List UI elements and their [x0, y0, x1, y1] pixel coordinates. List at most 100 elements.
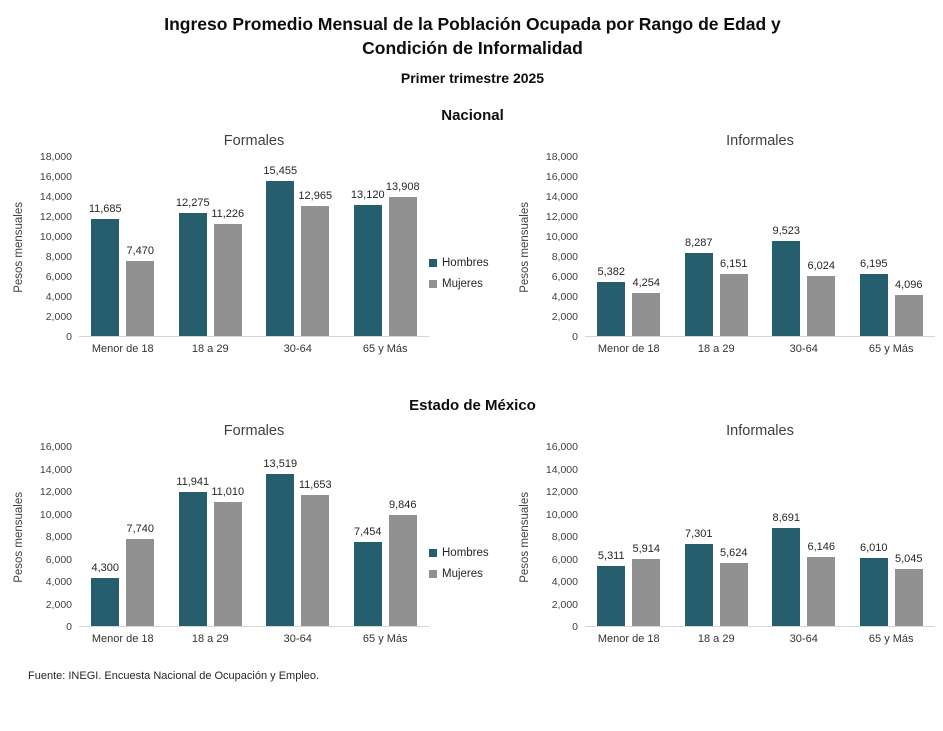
legend-label: Mujeres — [442, 568, 483, 581]
bar-hombres-30-64 — [772, 241, 801, 337]
y-tick-label: 12,000 — [39, 486, 72, 499]
bar-mujeres-65-y-más — [388, 515, 417, 627]
y-tick-label: 2,000 — [45, 598, 72, 611]
legend-item-mujeres: Mujeres — [429, 568, 516, 580]
y-tick-label: 4,000 — [45, 576, 72, 589]
y-tick-label: 12,000 — [545, 486, 578, 499]
legend-item-hombres: Hombres — [429, 257, 516, 269]
chart-edomex-formales: Formales Pesos mensuales 0 2,000 4,000 6,00… — [10, 421, 429, 653]
bar-value-label: 12,965 — [298, 190, 333, 203]
y-tick-label: 16,000 — [545, 171, 578, 184]
y-axis-ticks: 0 2,000 4,000 6,000 8,000 10,000 12,000 14,000 1… — [533, 441, 585, 633]
plot-area: 5,382 4,254 Menor de 18 8,287 6,151 18 a 29 9,… — [585, 157, 935, 355]
y-tick-label: 8,000 — [551, 531, 578, 544]
plot-area: 4,300 7,740 Menor de 18 11,941 11,010 18 a 29… — [79, 447, 429, 645]
x-tick-label: Menor de 18 — [597, 343, 660, 356]
y-tick-label: 0 — [572, 331, 578, 344]
bar-mujeres-65-y-más — [894, 569, 923, 627]
y-tick-label: 2,000 — [551, 598, 578, 611]
y-tick-label: 12,000 — [39, 211, 72, 224]
bar-mujeres-18-a-29 — [719, 274, 748, 337]
bar-hombres-menor-de-18 — [597, 282, 626, 337]
legend-swatch-hombres — [429, 259, 437, 268]
infographic-page: Ingreso Promedio Mensual de la Población… — [10, 12, 935, 682]
legend-label: Hombres — [442, 257, 489, 270]
y-axis-ticks: 0 2,000 4,000 6,000 8,000 10,000 12,000 14,000 1… — [27, 151, 79, 343]
legend-swatch-hombres — [429, 549, 437, 558]
bar-value-label: 7,454 — [353, 526, 382, 539]
bar-mujeres-30-64 — [807, 276, 836, 337]
bar-mujeres-18-a-29 — [213, 224, 242, 337]
y-tick-label: 12,000 — [545, 211, 578, 224]
legend-label: Mujeres — [442, 278, 483, 291]
row-estado-de-mexico: Formales Pesos mensuales 0 2,000 4,000 6,00… — [10, 421, 935, 653]
chart-edomex-informales: Informales Pesos mensuales 0 2,000 4,000 6,… — [516, 421, 935, 653]
chart-body: Pesos mensuales 0 2,000 4,000 6,000 8,000 10,… — [10, 151, 429, 355]
bar-hombres-65-y-más — [859, 558, 888, 627]
y-tick-label: 18,000 — [545, 151, 578, 164]
y-tick-label: 16,000 — [39, 441, 72, 454]
bar-value-label: 11,010 — [211, 486, 245, 499]
legend-swatch-mujeres — [429, 570, 437, 579]
bar-hombres-30-64 — [266, 474, 295, 627]
y-tick-label: 14,000 — [39, 191, 72, 204]
bar-value-label: 15,455 — [263, 165, 298, 178]
bar-mujeres-menor-de-18 — [126, 261, 155, 337]
x-tick-label: 18 a 29 — [191, 343, 229, 356]
bar-value-label: 5,045 — [894, 553, 923, 566]
legend-estado-de-mexico: Hombres Mujeres — [429, 421, 516, 653]
section-estado-de-mexico: Estado de México Formales Pesos mensuale… — [10, 397, 935, 653]
chart-title-formales: Formales — [223, 423, 285, 440]
main-title: Ingreso Promedio Mensual de la Población… — [10, 12, 935, 60]
main-title-line-2: Condición de Informalidad — [362, 38, 583, 59]
legend-label: Hombres — [442, 547, 489, 560]
y-tick-label: 6,000 — [45, 553, 72, 566]
bar-hombres-30-64 — [772, 528, 801, 627]
chart-title-formales: Formales — [223, 133, 285, 150]
y-axis-ticks: 0 2,000 4,000 6,000 8,000 10,000 12,000 14,000 1… — [27, 441, 79, 633]
x-tick-label: 30-64 — [789, 633, 818, 646]
bar-hombres-menor-de-18 — [91, 578, 120, 627]
bar-value-label: 4,300 — [91, 562, 120, 575]
bar-value-label: 5,914 — [632, 543, 661, 556]
main-title-line-1: Ingreso Promedio Mensual de la Población… — [164, 14, 781, 34]
y-tick-label: 10,000 — [545, 508, 578, 521]
bar-value-label: 7,301 — [684, 528, 713, 541]
bar-mujeres-menor-de-18 — [632, 293, 661, 337]
y-tick-label: 10,000 — [39, 508, 72, 521]
bar-mujeres-menor-de-18 — [632, 559, 661, 627]
bar-value-label: 4,096 — [894, 279, 923, 292]
bar-value-label: 6,195 — [859, 258, 888, 271]
x-tick-label: 30-64 — [283, 343, 312, 356]
bar-value-label: 6,151 — [719, 258, 748, 271]
legend-item-hombres: Hombres — [429, 547, 516, 559]
y-tick-label: 8,000 — [45, 251, 72, 264]
chart-body: Pesos mensuales 0 2,000 4,000 6,000 8,000 10,… — [10, 441, 429, 645]
chart-body: Pesos mensuales 0 2,000 4,000 6,000 8,000 10,… — [516, 441, 935, 645]
y-tick-label: 10,000 — [545, 231, 578, 244]
bar-hombres-65-y-más — [859, 274, 888, 337]
y-tick-label: 0 — [66, 331, 72, 344]
chart-title-informales: Informales — [726, 423, 794, 440]
legend-item-mujeres: Mujeres — [429, 278, 516, 290]
legend-swatch-mujeres — [429, 280, 437, 289]
x-tick-label: 30-64 — [283, 633, 312, 646]
x-tick-label: 65 y Más — [362, 343, 408, 356]
subtitle: Primer trimestre 2025 — [400, 70, 545, 87]
section-nacional: Nacional Formales Pesos mensuales 0 2,000… — [10, 107, 935, 363]
y-axis-title: Pesos mensuales — [518, 491, 531, 583]
x-tick-label: 30-64 — [789, 343, 818, 356]
bar-value-label: 11,941 — [176, 476, 210, 489]
bar-hombres-65-y-más — [353, 542, 382, 627]
bar-value-label: 6,024 — [807, 260, 836, 273]
bar-value-label: 6,010 — [859, 542, 888, 555]
y-tick-label: 8,000 — [551, 251, 578, 264]
x-tick-label: 18 a 29 — [191, 633, 229, 646]
bar-hombres-18-a-29 — [178, 492, 207, 627]
y-tick-label: 14,000 — [39, 463, 72, 476]
y-tick-label: 0 — [572, 621, 578, 634]
bar-value-label: 5,624 — [719, 547, 748, 560]
y-axis-ticks: 0 2,000 4,000 6,000 8,000 10,000 12,000 14,000 1… — [533, 151, 585, 343]
legend-nacional: Hombres Mujeres — [429, 131, 516, 363]
y-tick-label: 14,000 — [545, 191, 578, 204]
